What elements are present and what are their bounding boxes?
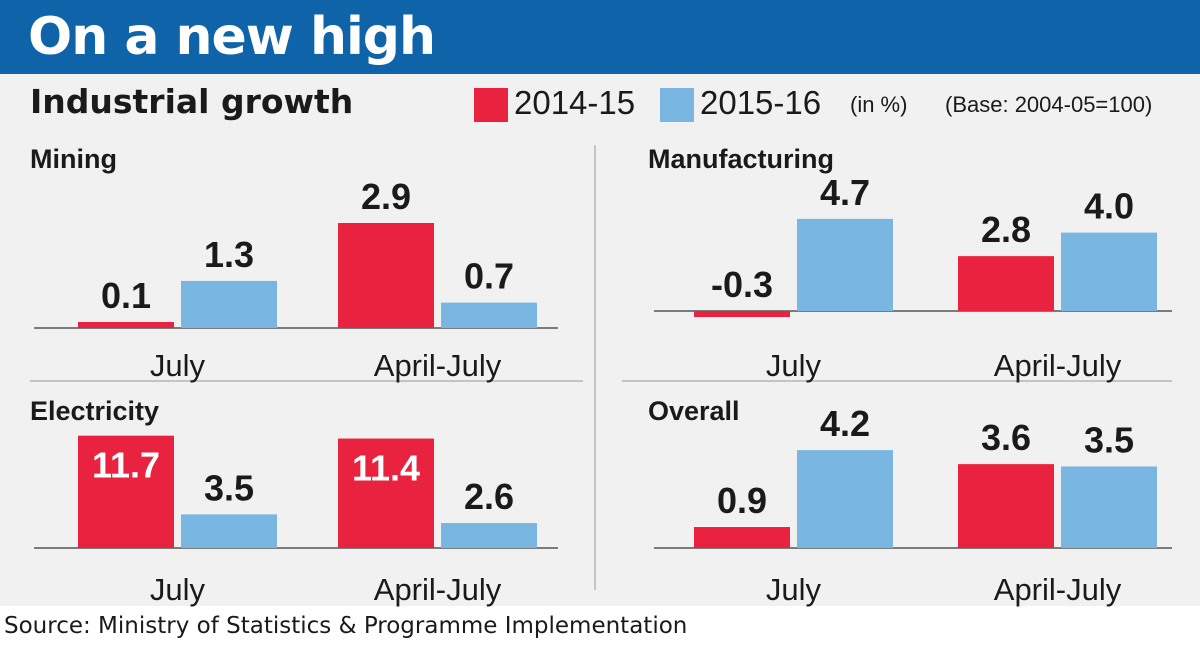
mining-bar-april-july-2015-16 [441,302,537,328]
manufacturing-bar-april-july-2014-15 [958,256,1054,311]
mining-bar-april-july-2014-15 [338,223,434,328]
legend-label-2014-15: 2014-15 [514,84,636,121]
overall-value-label-april-july-2015-16: 3.5 [1084,419,1134,460]
mining-value-label-april-july-2015-16: 0.7 [464,256,514,297]
overall-bar-april-july-2015-16 [1061,466,1157,548]
manufacturing-category-label-april-july: April-July [994,348,1122,383]
mining-value-label-april-july-2014-15: 2.9 [361,176,411,217]
headline: On a new high [28,7,436,67]
electricity-value-label-april-july-2015-16: 2.6 [464,476,514,517]
overall-panel-title: Overall [648,396,740,426]
manufacturing-panel-title: Manufacturing [648,144,834,174]
mining-value-label-july-2015-16: 1.3 [204,234,254,275]
overall-value-label-july-2015-16: 4.2 [820,403,870,444]
manufacturing-value-label-july-2014-15: -0.3 [711,264,773,305]
mining-bar-july-2014-15 [78,322,174,328]
legend-swatch-2015-16 [660,88,694,122]
electricity-value-label-july-2014-15: 11.7 [92,445,160,486]
overall-category-label-july: July [766,572,822,607]
mining-bar-july-2015-16 [181,280,277,328]
electricity-bar-april-july-2015-16 [441,523,537,548]
manufacturing-value-label-april-july-2014-15: 2.8 [981,209,1031,250]
manufacturing-bar-july-2014-15 [694,311,790,317]
electricity-value-label-july-2015-16: 3.5 [204,467,254,508]
electricity-category-label-april-july: April-July [374,572,502,607]
overall-category-label-april-july: April-July [994,572,1122,607]
manufacturing-bar-april-july-2015-16 [1061,232,1157,311]
chart-subtitle: Industrial growth [30,82,354,121]
overall-value-label-april-july-2014-15: 3.6 [981,417,1031,458]
overall-bar-april-july-2014-15 [958,464,1054,548]
electricity-bar-july-2014-15 [78,435,174,548]
base-note: (Base: 2004-05=100) [945,92,1153,117]
overall-bar-july-2015-16 [797,450,893,548]
manufacturing-category-label-july: July [766,348,822,383]
source-note: Source: Ministry of Statistics & Program… [4,613,688,639]
electricity-value-label-april-july-2014-15: 11.4 [352,448,420,489]
unit-note: (in %) [850,92,908,117]
electricity-category-label-july: July [150,572,206,607]
mining-category-label-april-july: April-July [374,348,502,383]
legend-label-2015-16: 2015-16 [700,84,822,121]
manufacturing-value-label-april-july-2015-16: 4.0 [1084,186,1134,227]
mining-category-label-july: July [150,348,206,383]
overall-value-label-july-2014-15: 0.9 [717,480,767,521]
legend-swatch-2014-15 [474,88,508,122]
headline-banner: On a new high [0,0,1200,74]
electricity-panel-title: Electricity [30,396,159,426]
electricity-bar-july-2015-16 [181,514,277,548]
mining-panel-title: Mining [30,144,117,174]
manufacturing-bar-july-2015-16 [797,218,893,311]
overall-bar-july-2014-15 [694,527,790,548]
manufacturing-value-label-july-2015-16: 4.7 [820,172,870,213]
mining-value-label-july-2014-15: 0.1 [101,275,151,316]
electricity-bar-april-july-2014-15 [338,438,434,548]
